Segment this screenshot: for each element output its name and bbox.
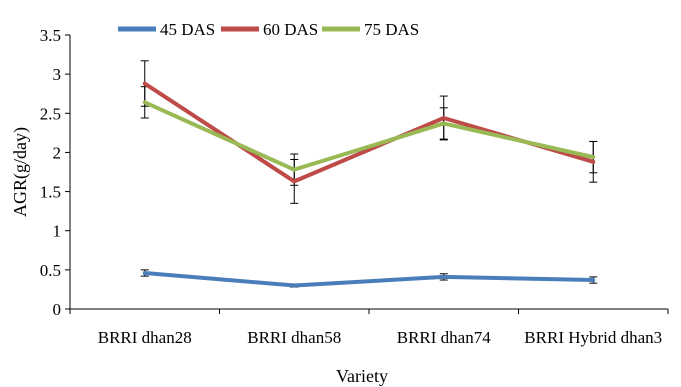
y-tick-label: 1.5 xyxy=(40,183,61,202)
y-tick-label: 0 xyxy=(53,300,62,319)
legend-label-75-das: 75 DAS xyxy=(364,20,419,39)
x-tick-label: BRRI dhan58 xyxy=(247,328,341,347)
y-tick-label: 1 xyxy=(53,222,62,241)
y-tick-label: 2.5 xyxy=(40,104,61,123)
y-tick-label: 3.5 xyxy=(40,26,61,45)
y-tick-label: 2 xyxy=(53,143,62,162)
y-tick-label: 3 xyxy=(53,65,62,84)
legend-label-45-das: 45 DAS xyxy=(160,20,215,39)
legend: 45 DAS 60 DAS 75 DAS xyxy=(118,20,419,39)
y-axis-title: AGR(g/day) xyxy=(10,127,31,217)
x-axis: BRRI dhan28 BRRI dhan58 BRRI dhan74 BRRI Hy… xyxy=(69,308,669,347)
series-line-75-das xyxy=(142,100,596,172)
x-tick-label: BRRI Hybrid dhan3 xyxy=(524,328,662,347)
y-axis: 0 0.5 1 1.5 2 2.5 3 3.5 xyxy=(40,26,71,319)
error-bars xyxy=(140,60,598,288)
series-line-45-das xyxy=(142,270,596,288)
x-axis-title: Variety xyxy=(336,366,388,386)
legend-label-60-das: 60 DAS xyxy=(263,20,318,39)
x-tick-label: BRRI dhan28 xyxy=(98,328,192,347)
y-tick-label: 0.5 xyxy=(40,261,61,280)
series-lines xyxy=(142,81,596,288)
x-tick-label: BRRI dhan74 xyxy=(397,328,491,347)
